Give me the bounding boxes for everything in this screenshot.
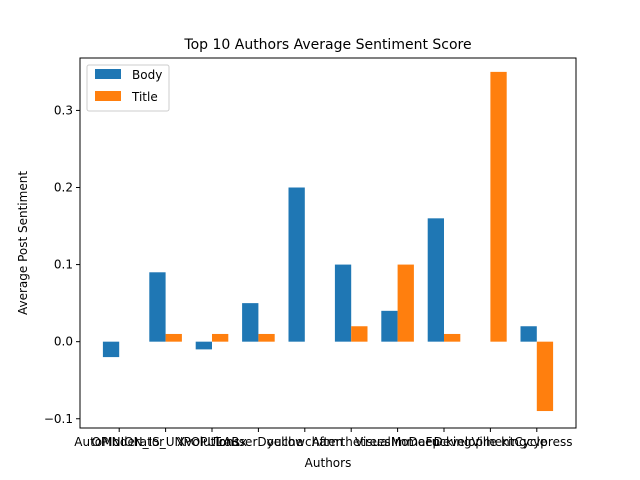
bars-group (102, 71, 554, 412)
y-tick-label: 0.2 (54, 181, 73, 195)
bar-body-10 (520, 326, 537, 342)
y-axis-title: Average Post Sentiment (16, 171, 30, 315)
bar-title-6 (351, 326, 368, 342)
x-tick-label: AutoModerator (74, 435, 164, 449)
x-tick-label: OPINION_IS_UNPOPULAR (91, 435, 239, 449)
bar-title-9 (490, 71, 507, 342)
bar-body-3 (195, 341, 212, 350)
legend-label-title: Title (131, 90, 158, 104)
x-tick-label: DevelopmentCycle (434, 435, 548, 449)
x-axis-ticks: AutoModeratorOPINION_IS_UNPOPULARXvoluti… (74, 428, 572, 449)
chart-title: Top 10 Authors Average Sentiment Score (183, 37, 471, 53)
y-tick-label: 0.3 (54, 103, 73, 117)
bar-title-3 (212, 333, 229, 342)
y-axis-ticks: −0.1 0.0 0.1 0.2 0.3 (44, 103, 80, 426)
y-tick-label: 0.1 (54, 258, 73, 272)
legend-swatch-body (95, 69, 121, 79)
x-tick-label: VisualMoDeep (355, 435, 440, 449)
bar-title-4 (258, 333, 275, 342)
x-tick-label: kingcypress (501, 435, 572, 449)
bar-title-8 (444, 333, 461, 342)
x-tick-label: Afterthetrees (312, 435, 391, 449)
bar-body-1 (102, 341, 120, 358)
x-tick-label: yellowcharm (267, 435, 343, 449)
bar-body-6 (334, 264, 352, 342)
bar-title-7 (397, 264, 414, 342)
bar-body-4 (242, 303, 259, 342)
bar-body-8 (427, 218, 444, 342)
legend-swatch-title (95, 91, 121, 101)
y-tick-label: 0.0 (54, 335, 73, 349)
bar-title-10 (536, 341, 554, 412)
bar-body-2 (149, 272, 166, 342)
y-tick-label: −0.1 (44, 412, 73, 426)
bar-body-5 (288, 187, 305, 342)
bar-body-7 (381, 310, 398, 342)
x-tick-label: ImmaFuckingVille (391, 435, 497, 449)
x-tick-label: Xvolutionsx (177, 435, 247, 449)
bar-title-2 (165, 333, 182, 342)
x-tick-label: TrouserDouche (213, 435, 304, 449)
plot-frame (79, 57, 577, 429)
legend-label-body: Body (132, 68, 162, 82)
legend: Body Title (86, 64, 170, 112)
x-axis-title: Authors (305, 456, 352, 470)
